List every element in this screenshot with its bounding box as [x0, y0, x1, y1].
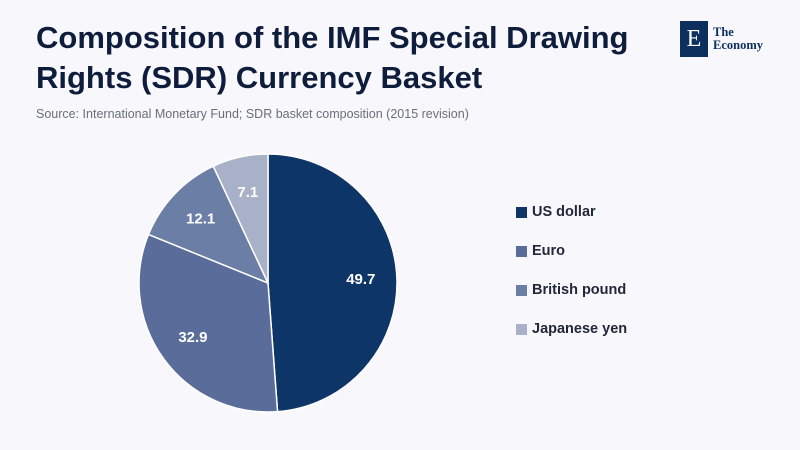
brand-line-2: Economy — [713, 38, 763, 52]
pie-data-label: 49.7 — [346, 271, 375, 288]
legend-label: Euro — [532, 243, 566, 259]
brand-logo[interactable]: E The Economy — [680, 21, 763, 57]
legend-swatch — [516, 245, 527, 257]
legend-swatch — [516, 206, 527, 218]
legend-item: Euro — [516, 241, 627, 261]
pie-slice-us-dollar — [267, 153, 398, 413]
legend-item: British pound — [516, 280, 627, 300]
chart-legend: US dollar Euro British pound Japanese yen — [516, 202, 627, 358]
legend-swatch — [516, 323, 527, 335]
legend-label: Japanese yen — [532, 321, 628, 337]
pie-data-label: 7.1 — [237, 184, 258, 201]
brand-line-1: The — [713, 25, 734, 39]
brand-mark-icon: E — [680, 21, 708, 57]
legend-item: Japanese yen — [516, 319, 627, 339]
pie-data-label: 12.1 — [186, 211, 215, 228]
legend-swatch — [516, 284, 527, 296]
pie-slice-euro — [138, 233, 279, 413]
pie-slice-japanese-yen — [212, 153, 269, 284]
pie-slice-british-pound — [147, 165, 270, 285]
chart-source: Source: International Monetary Fund; SDR… — [36, 107, 469, 121]
legend-item: US dollar — [516, 202, 627, 222]
brand-name: The Economy — [713, 26, 763, 52]
legend-label: British pound — [532, 282, 627, 298]
pie-data-label: 32.9 — [178, 329, 207, 346]
legend-label: US dollar — [532, 204, 596, 220]
chart-title: Composition of the IMF Special Drawing R… — [36, 20, 629, 95]
